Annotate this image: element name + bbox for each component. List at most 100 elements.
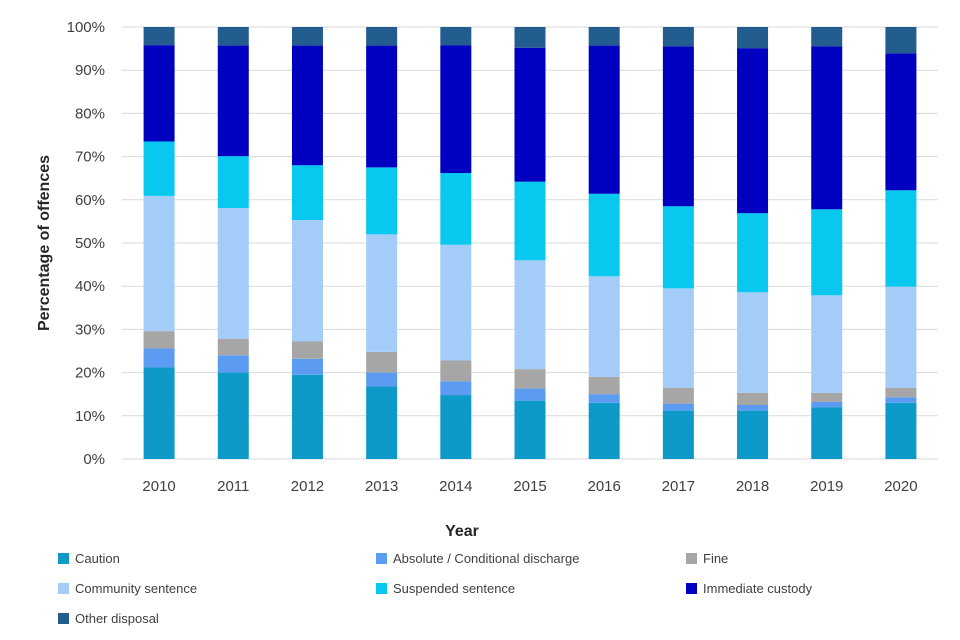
stacked-bar-chart: 0%10%20%30%40%50%60%70%80%90%100% 2010 20…: [36, 19, 938, 540]
bar-segment: [291, 165, 323, 221]
bar-segment: [217, 355, 249, 373]
y-tick-label: 10%: [75, 408, 105, 425]
y-axis-title: Percentage of offences: [36, 155, 53, 331]
bar-segment: [588, 276, 620, 377]
x-axis-title: Year: [445, 523, 479, 540]
bar-segment: [737, 392, 769, 405]
bar-segment: [514, 369, 546, 389]
bar-segment: [217, 27, 249, 46]
bar-segment: [217, 338, 249, 356]
bar-segment: [366, 372, 398, 387]
bar-segment: [885, 53, 917, 191]
x-tick-label: 2020: [884, 478, 917, 495]
bar-segment: [588, 402, 620, 459]
bar-segment: [440, 27, 472, 46]
bar-segment: [588, 394, 620, 403]
bar-segment: [737, 292, 769, 393]
legend-label: Other disposal: [75, 610, 159, 626]
bar-segment: [514, 47, 546, 182]
bar-segment: [514, 388, 546, 401]
bar-segment: [143, 195, 175, 332]
bar-segment: [440, 173, 472, 245]
bar-segment: [291, 374, 323, 459]
bar-segment: [662, 27, 694, 47]
bar-segment: [291, 27, 323, 46]
legend-item: Immediate custody: [686, 578, 812, 598]
bar-segment: [737, 48, 769, 214]
bar-segment: [737, 405, 769, 411]
legend-swatch: [58, 552, 69, 564]
legend-label: Absolute / Conditional discharge: [393, 550, 580, 566]
bar-segment: [440, 395, 472, 459]
y-tick-label: 70%: [75, 149, 105, 166]
legend-swatch: [58, 612, 69, 624]
bar-segment: [291, 341, 323, 359]
legend-swatch: [58, 582, 69, 594]
x-tick-label: 2018: [736, 478, 769, 495]
bar-segment: [143, 331, 175, 349]
bar-segment: [514, 181, 546, 261]
legend-item: Fine: [686, 548, 728, 568]
legend-item: Other disposal: [58, 608, 159, 628]
bar-segment: [885, 286, 917, 388]
x-tick-label: 2019: [810, 478, 843, 495]
bar-segment: [588, 45, 620, 194]
bar-segment: [737, 27, 769, 49]
bar-segment: [217, 208, 249, 339]
bar-segment: [217, 156, 249, 209]
legend-label: Fine: [703, 550, 729, 566]
bar-segment: [514, 27, 546, 48]
bar-segment: [737, 213, 769, 293]
y-tick-label: 0%: [83, 451, 105, 468]
x-tick-label: 2016: [587, 478, 620, 495]
legend-item: Caution: [58, 548, 120, 568]
x-tick-label: 2011: [217, 478, 249, 495]
y-tick-label: 40%: [75, 278, 105, 295]
x-tick-label: 2015: [513, 478, 546, 495]
bar-segment: [514, 260, 546, 370]
bar-segment: [440, 360, 472, 382]
bar-segment: [291, 220, 323, 342]
bar-segment: [143, 27, 175, 46]
bar-segment: [366, 234, 398, 352]
legend-item: Absolute / Conditional discharge: [376, 548, 579, 568]
y-tick-label: 90%: [75, 62, 105, 79]
bar-segment: [885, 397, 917, 403]
y-tick-label: 20%: [75, 365, 105, 382]
bar-segment: [885, 190, 917, 287]
bar-segment: [811, 401, 843, 408]
bar-segment: [811, 27, 843, 47]
bar-segment: [588, 193, 620, 277]
bar-segment: [143, 45, 175, 142]
bar-segment: [737, 410, 769, 459]
bar-segment: [514, 400, 546, 459]
bar-segment: [143, 348, 175, 368]
bar-segment: [662, 410, 694, 459]
x-tick-label: 2010: [142, 478, 175, 495]
bar-segment: [662, 288, 694, 388]
bar-segment: [366, 386, 398, 459]
x-tick-label: 2014: [439, 478, 472, 495]
bar-segment: [662, 46, 694, 207]
bar-segment: [811, 46, 843, 210]
bar-segment: [366, 45, 398, 168]
y-tick-label: 60%: [75, 192, 105, 209]
bar-segment: [588, 376, 620, 395]
bar-segment: [366, 27, 398, 46]
bar-segment: [662, 206, 694, 289]
legend-swatch: [376, 582, 387, 594]
x-axis-ticks: 2010 2011 2012 2013 2014 2015 2016 2017 2018 2019…: [142, 478, 917, 495]
legend-swatch: [686, 552, 697, 564]
x-tick-label: 2013: [365, 478, 398, 495]
x-tick-label: 2012: [291, 478, 324, 495]
bar-segment: [811, 407, 843, 459]
y-tick-label: 80%: [75, 105, 105, 122]
bar-segment: [440, 244, 472, 361]
bar-segment: [291, 358, 323, 375]
legend-label: Community sentence: [75, 580, 198, 596]
legend-label: Immediate custody: [703, 580, 813, 596]
bar-segment: [143, 367, 175, 459]
bar-segment: [366, 351, 398, 373]
bar-segment: [588, 27, 620, 46]
bar-segment: [811, 392, 843, 402]
